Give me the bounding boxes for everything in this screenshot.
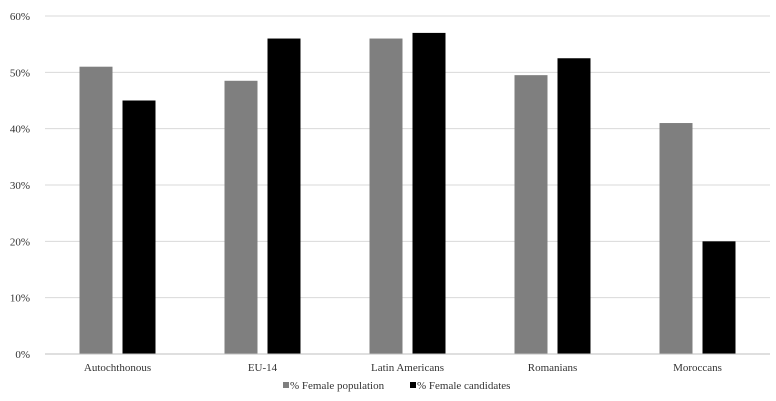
x-category-label: Autochthonous <box>84 362 151 374</box>
bars <box>79 32 736 355</box>
y-tick-label: 10% <box>10 293 30 305</box>
x-category-label: Romanians <box>528 362 578 374</box>
legend-swatch <box>283 382 289 388</box>
legend-label: % Female population <box>290 380 385 392</box>
legend-label: % Female candidates <box>417 380 510 392</box>
x-axis-category-labels: Autochthonous EU-14 Latin Americans Romania… <box>84 362 722 374</box>
bar-female-candidates-autochthonous <box>122 100 156 354</box>
y-axis-tick-labels: 0% 10% 20% 30% 40% 50% 60% <box>10 11 30 361</box>
y-tick-label: 20% <box>10 236 30 248</box>
x-category-label: Latin Americans <box>371 362 444 374</box>
bar-female-population-moroccans <box>659 123 693 355</box>
bar-female-candidates-eu-14 <box>267 38 301 355</box>
bar-female-population-autochthonous <box>79 66 113 354</box>
bar-female-population-eu-14 <box>224 80 258 355</box>
y-tick-label: 40% <box>10 124 30 136</box>
x-category-label: Moroccans <box>673 362 722 374</box>
legend-swatch <box>410 382 416 388</box>
y-tick-label: 0% <box>15 349 30 361</box>
y-tick-label: 60% <box>10 11 30 23</box>
bar-female-candidates-moroccans <box>702 241 736 354</box>
bar-female-population-romanians <box>514 75 548 355</box>
bar-female-candidates-romanians <box>557 58 591 354</box>
y-tick-label: 50% <box>10 67 30 79</box>
x-category-label: EU-14 <box>248 362 278 374</box>
y-tick-label: 30% <box>10 180 30 192</box>
gridlines <box>45 15 770 299</box>
legend: % Female population % Female candidates <box>283 380 510 392</box>
bar-female-candidates-latin-americans <box>412 32 446 355</box>
bar-female-population-latin-americans <box>369 38 403 355</box>
